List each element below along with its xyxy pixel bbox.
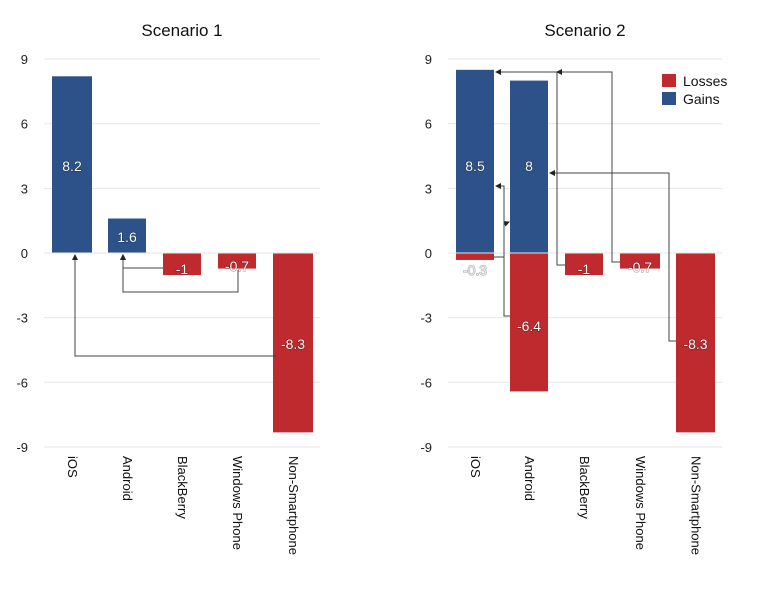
legend-swatch-losses — [662, 74, 676, 87]
y-tick-label: 3 — [425, 181, 432, 196]
x-tick-label: Android — [120, 456, 135, 501]
x-tick-label: BlackBerry — [577, 456, 592, 519]
bar-losses-windows-phone — [218, 253, 256, 269]
x-tick-label: Non-Smartphone — [689, 456, 704, 555]
bar-losses-ios — [456, 253, 494, 260]
data-label: 8 — [525, 158, 533, 174]
data-label: -1 — [578, 261, 591, 277]
bar-gains-android — [510, 80, 548, 253]
x-tick-label: iOS — [468, 456, 483, 478]
flow-windows-phone-to-android — [120, 254, 239, 293]
bar-gains-ios — [52, 76, 92, 253]
data-label: -8.3 — [683, 336, 707, 352]
x-tick-label: BlackBerry — [175, 456, 190, 519]
bar-losses-blackberry — [163, 253, 201, 276]
y-tick-label: 3 — [21, 181, 28, 196]
chart-title-scenario-2: Scenario 2 — [544, 21, 625, 40]
x-tick-label: Android — [522, 456, 537, 501]
flow-blackberry-to-android — [120, 254, 163, 269]
panel-scenario-1: 9 6 3 0 -3 -6 -9 iOS Android BlackBerry Windows Ph… — [16, 52, 320, 555]
y-tick-label: 9 — [425, 52, 432, 67]
data-label: 1.6 — [117, 229, 137, 245]
panel-scenario-2: 9 6 3 0 -3 -6 -9 iOS Android BlackBerry Windows Ph… — [420, 52, 722, 555]
chart-title-scenario-1: Scenario 1 — [141, 21, 222, 40]
y-tick-label: -9 — [420, 440, 432, 455]
flow-windows-phone-to-ios — [556, 69, 620, 263]
bar-losses-blackberry — [565, 253, 603, 276]
data-label: -6.4 — [517, 318, 541, 334]
flow-blackberry-to-ios — [495, 69, 565, 266]
x-tick-label: Windows Phone — [633, 456, 648, 550]
y-tick-label: -3 — [420, 311, 432, 326]
y-tick-label: 6 — [425, 117, 432, 132]
data-label: 8.2 — [62, 158, 82, 174]
data-label: -0.7 — [225, 258, 249, 274]
data-label: -0.7 — [628, 259, 652, 275]
data-label: -0.3 — [463, 262, 487, 278]
x-tick-label: Windows Phone — [230, 456, 245, 550]
data-label: -1 — [176, 261, 189, 277]
legend-label-losses: Losses — [683, 73, 727, 89]
data-label: 8.5 — [465, 158, 485, 174]
bar-losses-non-smartphone — [676, 253, 715, 433]
bar-losses-android — [510, 253, 548, 392]
y-tick-label: -6 — [16, 375, 28, 390]
bar-losses-windows-phone — [620, 253, 660, 269]
flow-non-smartphone-to-ios — [72, 254, 277, 357]
legend-label-gains: Gains — [683, 91, 720, 107]
y-tick-label: 0 — [425, 246, 432, 261]
bar-gains-android — [108, 218, 146, 253]
y-tick-label: 0 — [21, 246, 28, 261]
legend: Losses Gains — [662, 73, 727, 107]
bar-losses-non-smartphone — [273, 253, 313, 433]
x-tick-label: iOS — [65, 456, 80, 478]
bar-gains-ios — [456, 69, 494, 253]
y-tick-label: 6 — [21, 117, 28, 132]
legend-swatch-gains — [662, 92, 676, 105]
y-tick-label: -3 — [16, 311, 28, 326]
y-tick-label: -9 — [16, 440, 28, 455]
flow-non-smartphone-to-android — [549, 170, 676, 342]
data-label: -8.3 — [281, 336, 305, 352]
flow-ios-to-android — [494, 221, 510, 258]
y-tick-label: -6 — [420, 375, 432, 390]
flow-android-to-ios — [495, 183, 510, 317]
x-tick-label: Non-Smartphone — [286, 456, 301, 555]
y-tick-label: 9 — [21, 52, 28, 67]
